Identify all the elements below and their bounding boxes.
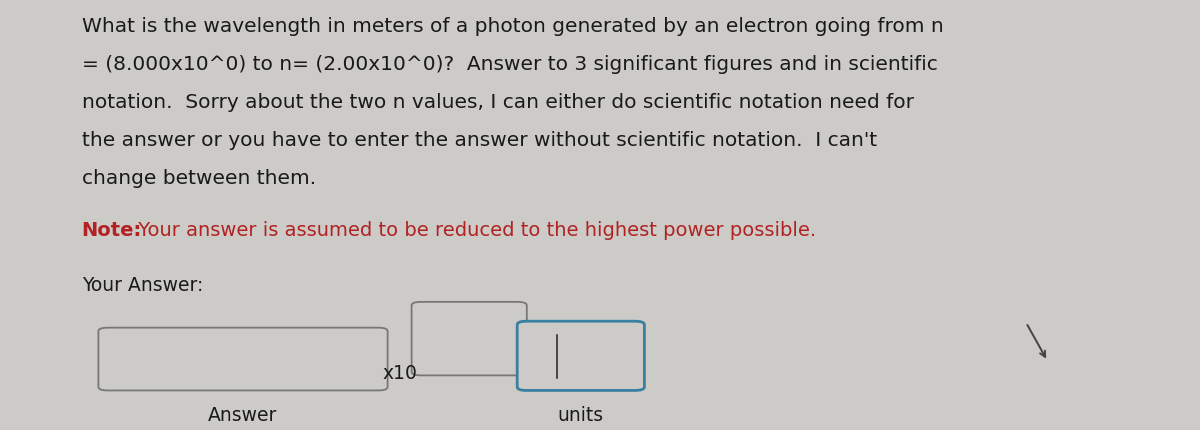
Text: What is the wavelength in meters of a photon generated by an electron going from: What is the wavelength in meters of a ph… xyxy=(82,17,943,36)
FancyBboxPatch shape xyxy=(98,328,388,390)
Text: units: units xyxy=(558,406,604,425)
FancyBboxPatch shape xyxy=(412,302,527,375)
Text: notation.  Sorry about the two n values, I can either do scientific notation nee: notation. Sorry about the two n values, … xyxy=(82,93,913,112)
Text: change between them.: change between them. xyxy=(82,169,316,187)
Text: Answer: Answer xyxy=(209,406,277,425)
Text: x10: x10 xyxy=(383,364,418,383)
Text: Your answer is assumed to be reduced to the highest power possible.: Your answer is assumed to be reduced to … xyxy=(132,221,816,240)
Text: the answer or you have to enter the answer without scientific notation.  I can't: the answer or you have to enter the answ… xyxy=(82,131,877,150)
Text: Note:: Note: xyxy=(82,221,142,240)
FancyBboxPatch shape xyxy=(517,321,644,390)
Text: = (8.000x10^0) to n= (2.00x10^0)?  Answer to 3 significant figures and in scient: = (8.000x10^0) to n= (2.00x10^0)? Answer… xyxy=(82,55,937,74)
Text: Your Answer:: Your Answer: xyxy=(82,276,203,295)
